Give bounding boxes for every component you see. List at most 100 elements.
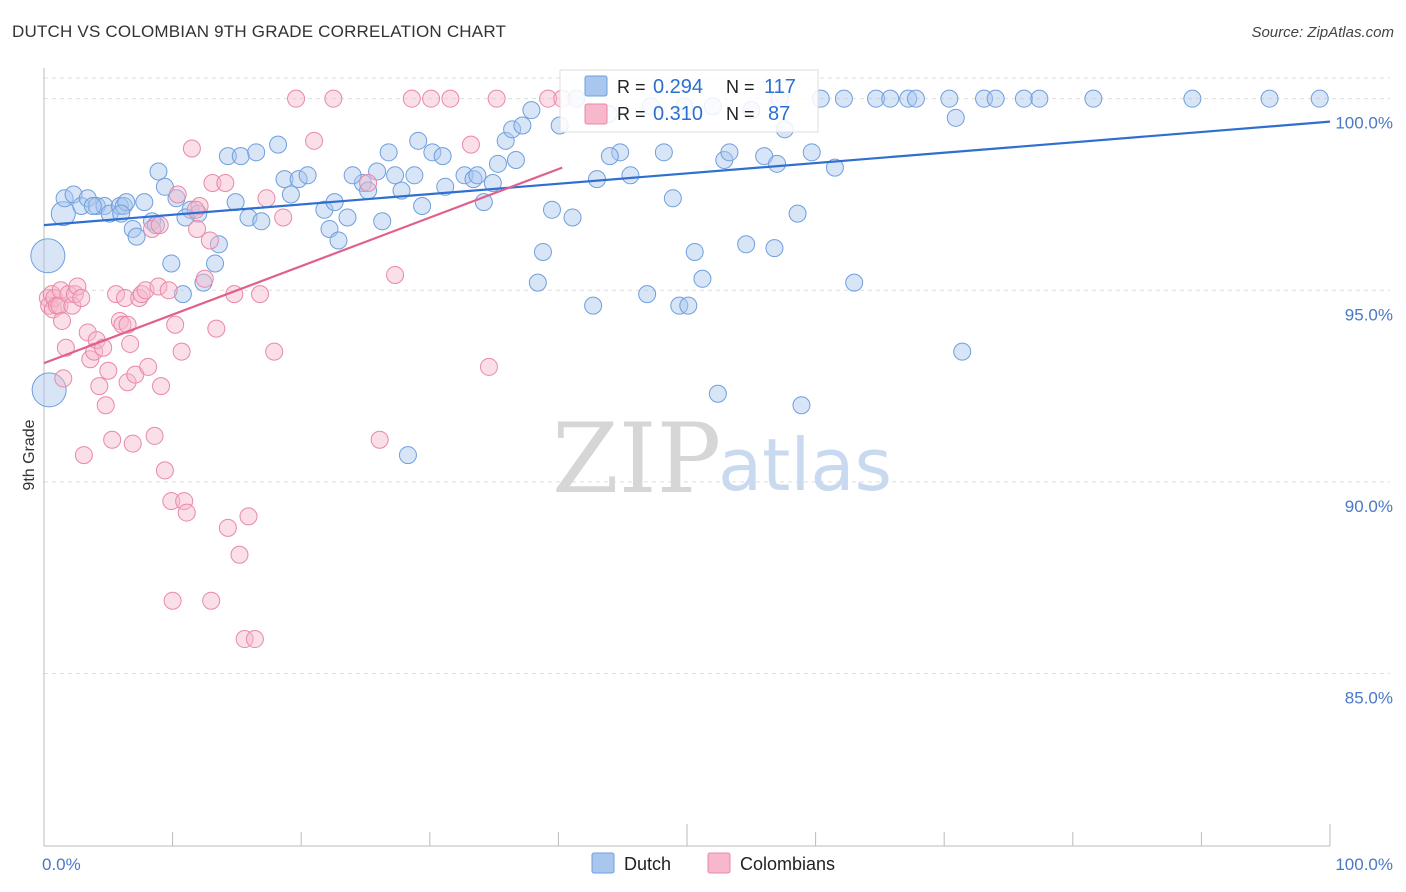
trend-lines [43, 120, 1331, 365]
dutch-point [1183, 89, 1202, 108]
colombians-point [152, 377, 171, 396]
colombians-point [422, 89, 441, 108]
dutch-point [433, 147, 452, 166]
dutch-point [409, 131, 428, 150]
colombians-point [203, 173, 222, 192]
y-tick-label: 85.0% [1345, 689, 1393, 708]
legend-r-label-dutch: R = [617, 77, 646, 97]
dutch-point [503, 120, 522, 139]
y-tick-label: 100.0% [1335, 114, 1393, 133]
colombians-point [74, 446, 93, 465]
colombians-point [257, 189, 276, 208]
watermark-zip: ZIP [552, 403, 721, 515]
dutch-point [83, 196, 102, 215]
colombians-point [441, 89, 460, 108]
dutch-point [269, 135, 288, 154]
legend-r-value-dutch: 0.294 [653, 76, 703, 98]
colombians-point [188, 219, 207, 238]
colombians-point [274, 208, 293, 227]
colombians-point [487, 89, 506, 108]
dutch-point [542, 200, 561, 219]
dutch-point [1310, 89, 1329, 108]
colombians-point [145, 426, 164, 445]
dutch-point [218, 147, 237, 166]
dutch-point [386, 166, 405, 185]
dutch-point [825, 158, 844, 177]
dutch-point [496, 131, 515, 150]
series-legend-swatch-colombians [707, 852, 731, 874]
legend-n-label-colombians: N = [726, 104, 755, 124]
dutch-point [423, 143, 442, 162]
dutch-point [127, 227, 146, 246]
dutch-point [663, 189, 682, 208]
dutch-point [834, 89, 853, 108]
dutch-point [468, 166, 487, 185]
dutch-point [765, 239, 784, 258]
colombians-point [287, 89, 306, 108]
colombians-point [72, 288, 91, 307]
dutch-point [946, 108, 965, 127]
dutch-point [231, 147, 250, 166]
dutch-point [611, 143, 630, 162]
dutch-point [206, 254, 225, 273]
legend-r-label-colombians: R = [617, 104, 646, 124]
dutch-point [679, 296, 698, 315]
series-legend-label-colombians: Colombians [740, 854, 835, 874]
dutch-point [940, 89, 959, 108]
dutch-point [788, 204, 807, 223]
colombians-point [139, 357, 158, 376]
dutch-point [30, 238, 66, 274]
colombians-point [386, 265, 405, 284]
dutch-point [173, 285, 192, 304]
colombians-point [235, 630, 254, 649]
colombians-point [56, 338, 75, 357]
dutch-point [488, 154, 507, 173]
dutch-point [413, 196, 432, 215]
colombians-point [149, 277, 168, 296]
x-ticks [43, 824, 1331, 846]
dutch-point [338, 208, 357, 227]
dutch-point [584, 296, 603, 315]
gridlines [44, 77, 1390, 675]
dutch-point [55, 189, 74, 208]
dutch-point [209, 235, 228, 254]
dutch-point [1030, 89, 1049, 108]
dutch-point [522, 101, 541, 120]
colombians-point [166, 315, 185, 334]
dutch-point [226, 193, 245, 212]
dutch-point [373, 212, 392, 231]
dutch-point [906, 89, 925, 108]
colombians-point [324, 89, 343, 108]
dutch-point [533, 242, 552, 261]
colombians-point [182, 139, 201, 158]
dutch-point [506, 150, 525, 169]
colombians-point [107, 285, 126, 304]
dutch-point [899, 89, 918, 108]
dutch-point [685, 242, 704, 261]
dutch-point [281, 185, 300, 204]
colombians-point [116, 288, 135, 307]
colombians-point [172, 342, 191, 361]
dutch-point [298, 166, 317, 185]
colombians-point [121, 334, 140, 353]
colombians-point [245, 630, 264, 649]
colombians-point [461, 135, 480, 154]
legend-n-value-colombians: 87 [768, 103, 790, 125]
dutch-point [149, 162, 168, 181]
y-tick-labels: 85.0% 90.0% 95.0% 100.0% [1335, 114, 1393, 708]
dutch-point [693, 269, 712, 288]
colombians-point [251, 285, 270, 304]
dutch-point [1014, 89, 1033, 108]
chart-title: DUTCH VS COLOMBIAN 9TH GRADE CORRELATION… [12, 22, 507, 41]
dutch-point [289, 170, 308, 189]
colombians-point [177, 503, 196, 522]
dutch-point [162, 254, 181, 273]
y-tick-label: 95.0% [1345, 305, 1393, 324]
dutch-point [867, 89, 886, 108]
dutch-point [135, 193, 154, 212]
colombians-point [54, 369, 73, 388]
dutch-point [528, 273, 547, 292]
dutch-point [398, 446, 417, 465]
colombians-point [63, 296, 82, 315]
